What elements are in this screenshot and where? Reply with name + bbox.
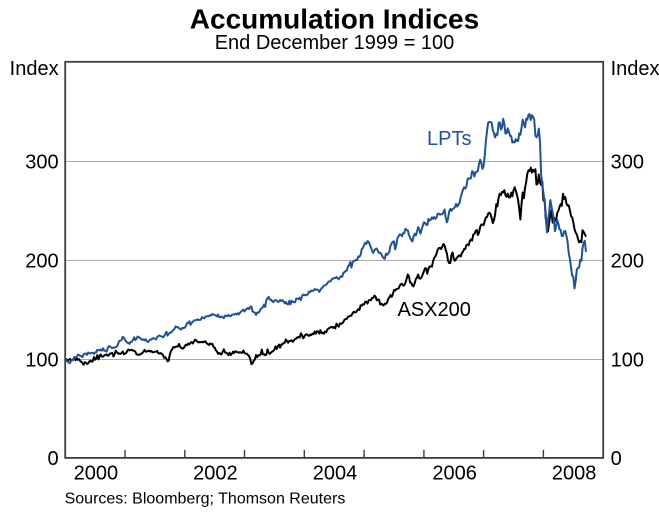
svg-text:300: 300: [25, 152, 58, 174]
svg-text:2002: 2002: [193, 463, 238, 485]
svg-text:Accumulation Indices: Accumulation Indices: [190, 4, 479, 35]
svg-text:2006: 2006: [432, 463, 477, 485]
svg-text:2004: 2004: [313, 463, 358, 485]
svg-text:200: 200: [611, 251, 644, 273]
svg-text:0: 0: [611, 448, 622, 470]
svg-text:0: 0: [47, 448, 58, 470]
svg-text:End December 1999 = 100: End December 1999 = 100: [215, 32, 455, 54]
svg-text:2000: 2000: [74, 463, 119, 485]
svg-text:100: 100: [25, 350, 58, 372]
svg-text:Index: Index: [611, 58, 659, 80]
svg-text:LPTs: LPTs: [427, 128, 471, 150]
svg-text:2008: 2008: [552, 463, 597, 485]
svg-text:100: 100: [611, 350, 644, 372]
svg-text:Index: Index: [10, 58, 59, 80]
svg-text:200: 200: [25, 251, 58, 273]
svg-text:300: 300: [611, 152, 644, 174]
svg-text:Sources: Bloomberg; Thomson Re: Sources: Bloomberg; Thomson Reuters: [65, 491, 346, 508]
svg-text:ASX200: ASX200: [398, 299, 471, 321]
